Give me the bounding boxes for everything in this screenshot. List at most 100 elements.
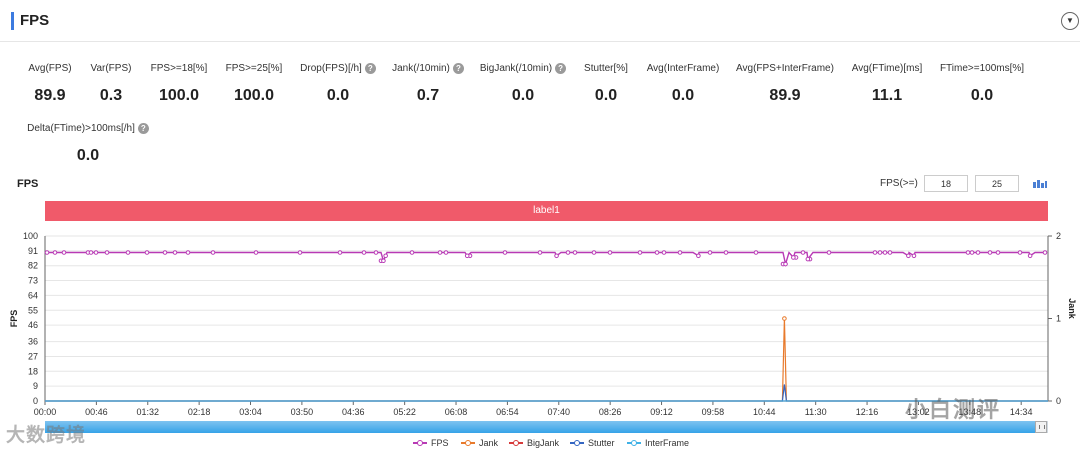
metric-12: Delta(FTime)>100ms[/h]? 0.0 — [18, 118, 158, 165]
fps-point — [800, 250, 806, 255]
fps-point — [373, 250, 379, 255]
label-band[interactable]: label1 — [45, 201, 1048, 221]
fps-point — [125, 250, 131, 255]
x-tick-label: 14:34 — [1010, 407, 1033, 417]
metric-value: 0.7 — [416, 87, 440, 104]
metric-label-text: Delta(FTime)>100ms[/h] — [27, 123, 135, 134]
y2-axis-label: Jank — [1067, 298, 1077, 320]
y-tick-label: 82 — [28, 261, 38, 271]
metric-label-text: BigJank(/10min) — [479, 63, 553, 74]
fps-point — [995, 250, 1001, 255]
fps-line-chart[interactable]: 0 9 18 27 36 46 55 64 73 82 91 100 0 1 2 FPS Jank 00:00 00… — [0, 225, 1080, 421]
metric-label: Drop(FPS)[/h]? — [300, 63, 376, 74]
bar-chart-toggle-icon[interactable] — [1033, 180, 1047, 188]
fps-point — [872, 250, 878, 255]
y-tick-label: 18 — [28, 366, 38, 376]
legend-item-fps[interactable]: FPS — [413, 438, 449, 448]
fps-point — [887, 250, 893, 255]
y-tick-label: 36 — [28, 337, 38, 347]
fps-point — [707, 250, 713, 255]
fps-point — [607, 250, 613, 255]
y2-tick-label: 2 — [1056, 231, 1061, 241]
stutter-series-line — [45, 384, 1048, 402]
y-axis-label: FPS — [9, 310, 19, 328]
metric-label: Avg(FPS) — [28, 63, 71, 74]
x-tick-label: 03:50 — [291, 407, 314, 417]
x-tick-label: 03:04 — [239, 407, 262, 417]
metric-label-text: Drop(FPS)[/h] — [300, 63, 362, 74]
x-tick-label: 09:58 — [702, 407, 725, 417]
metric-label: Var(FPS) — [91, 63, 132, 74]
help-icon[interactable]: ? — [137, 123, 149, 134]
legend-item-bigjank[interactable]: BigJank — [509, 438, 559, 448]
fps-point — [502, 250, 508, 255]
fps-point — [882, 250, 888, 255]
metric-label: Stutter[%] — [584, 63, 628, 74]
x-tick-label: 06:54 — [496, 407, 519, 417]
metric-label-text: FPS>=25[%] — [225, 63, 283, 74]
timeline-scroll-thumb[interactable] — [45, 421, 1035, 433]
fps-point — [826, 250, 832, 255]
metric-label: Delta(FTime)>100ms[/h]? — [27, 123, 149, 134]
fps-dip-point — [464, 253, 470, 259]
fps-threshold-low-input[interactable] — [924, 175, 968, 192]
fps-point — [1017, 250, 1023, 255]
fps-dip-point — [783, 261, 788, 267]
metric-value: 0.0 — [671, 87, 695, 104]
metric-label: Avg(FTime)[ms] — [852, 63, 923, 74]
metric-9: Avg(FPS+InterFrame) 89.9 — [715, 58, 855, 105]
x-tick-label: 00:00 — [34, 407, 57, 417]
metric-label: Jank(/10min)? — [392, 63, 464, 74]
fps-dip-point — [911, 253, 917, 259]
x-tick-label: 11:30 — [805, 407, 827, 417]
fps-point — [1042, 250, 1048, 255]
metric-value: 11.1 — [871, 87, 903, 104]
metric-label-text: Var(FPS) — [90, 63, 132, 74]
fps-point — [753, 250, 759, 255]
metric-label-text: Avg(InterFrame) — [646, 63, 720, 74]
fps-threshold-high-input[interactable] — [975, 175, 1019, 192]
y-tick-label: 55 — [28, 305, 38, 315]
x-tick-label: 10:44 — [753, 407, 776, 417]
y2-tick-label: 0 — [1056, 396, 1061, 406]
legend-item-interframe[interactable]: InterFrame — [627, 438, 689, 448]
x-tick-label: 13:48 — [959, 407, 982, 417]
fps-point — [437, 250, 443, 255]
metric-value: 0.0 — [326, 87, 350, 104]
metric-4: Drop(FPS)[/h]? 0.0 — [268, 58, 408, 105]
metric-5: Jank(/10min)? 0.7 — [358, 58, 498, 105]
fps-point — [677, 250, 683, 255]
watermark-right: 小白测评 — [905, 397, 1002, 422]
legend-item-stutter[interactable]: Stutter — [570, 438, 615, 448]
fps-point — [537, 250, 543, 255]
metric-10: Avg(FTime)[ms] 11.1 — [817, 58, 957, 105]
fps-dip-point — [696, 253, 701, 259]
fps-point — [162, 250, 168, 255]
help-icon[interactable]: ? — [452, 63, 464, 74]
panel-title: FPS — [20, 12, 50, 29]
metric-value: 89.9 — [34, 87, 66, 104]
legend-item-jank[interactable]: Jank — [461, 438, 498, 448]
fps-dip-point — [791, 255, 796, 260]
metric-value: 0.0 — [511, 87, 535, 104]
fps-dip-point — [554, 253, 559, 259]
x-tick-label: 08:26 — [599, 407, 622, 417]
fps-point — [44, 250, 50, 255]
metric-label-text: Avg(FTime)[ms] — [851, 63, 923, 74]
metric-1: Var(FPS) 0.3 — [41, 58, 181, 105]
fps-point — [572, 250, 578, 255]
y-tick-label: 100 — [23, 231, 38, 241]
metric-value: 0.0 — [594, 87, 618, 104]
collapse-toggle-icon[interactable]: ▼ — [1061, 12, 1079, 30]
metric-3: FPS>=25[%] 100.0 — [184, 58, 324, 105]
help-icon[interactable]: ? — [555, 63, 567, 74]
fps-point — [661, 250, 667, 255]
help-icon[interactable]: ? — [364, 63, 376, 74]
metric-2: FPS>=18[%] 100.0 — [109, 58, 249, 105]
x-tick-label: 07:40 — [548, 407, 571, 417]
fps-point — [88, 250, 94, 255]
timeline-scroll-handle[interactable] — [1035, 421, 1047, 433]
jank-spike-point — [782, 316, 787, 321]
metric-label-text: FTime>=100ms[%] — [939, 63, 1025, 74]
y-tick-label: 46 — [28, 320, 38, 330]
